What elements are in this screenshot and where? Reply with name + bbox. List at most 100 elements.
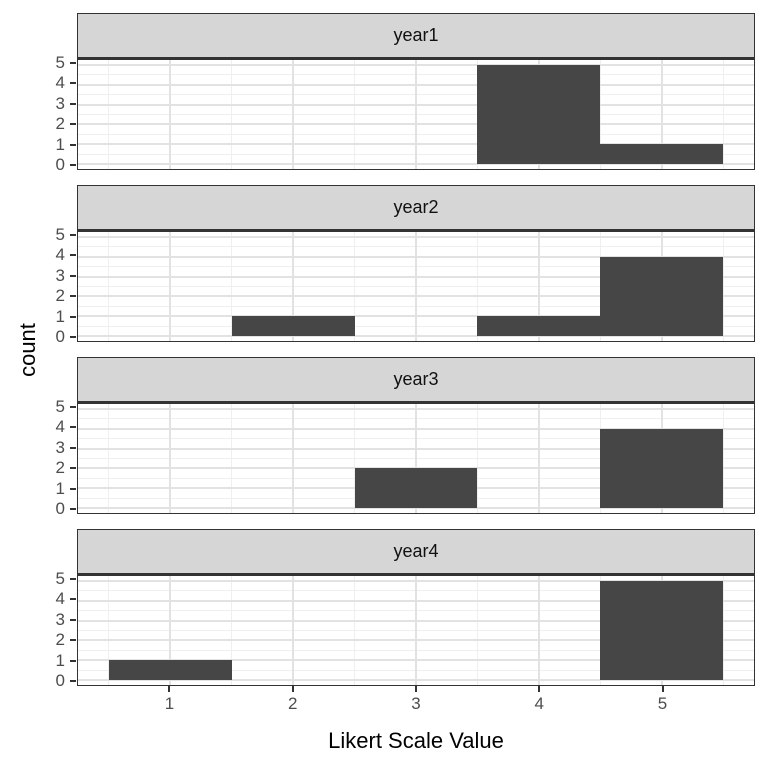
y-tick-label: 5 — [55, 53, 65, 73]
y-tick-label: 2 — [55, 630, 65, 650]
gridline-major-h — [78, 83, 754, 86]
y-tick-label: 2 — [55, 458, 65, 478]
y-tick-mark — [70, 639, 76, 642]
histogram-bar — [477, 316, 601, 337]
facet-column: year1 0 1 2 3 4 5 year2 0 1 2 3 4 5 year3 0 1 2 3 4 5 year4 0 1… — [56, 13, 755, 713]
facet-year4: year4 0 1 2 3 4 5 — [56, 529, 755, 690]
histogram-bar — [600, 428, 724, 509]
gridline-major-h — [78, 407, 754, 410]
gridline-major-h — [78, 295, 754, 298]
y-tick-mark — [70, 82, 76, 85]
y-tick-mark — [70, 426, 76, 429]
y-tick-label: 5 — [55, 225, 65, 245]
y-tick-mark — [70, 62, 76, 65]
y-tick-mark — [70, 295, 76, 298]
y-tick-mark — [70, 234, 76, 237]
facet-strip-label: year4 — [393, 541, 439, 561]
y-tick-label: 4 — [55, 589, 65, 609]
y-tick-mark — [70, 578, 76, 581]
facet-year1: year1 0 1 2 3 4 5 — [56, 13, 755, 174]
x-axis-title: Likert Scale Value — [328, 728, 504, 753]
y-tick-label: 2 — [55, 114, 65, 134]
gridline-major-v — [169, 404, 172, 513]
histogram-bar — [600, 580, 724, 681]
y-tick-label: 3 — [55, 609, 65, 629]
gridline-major-h — [78, 123, 754, 126]
x-tick-mark — [415, 686, 417, 692]
y-tick-label: 2 — [55, 286, 65, 306]
y-tick-mark — [70, 254, 76, 257]
gridline-major-h — [78, 507, 754, 510]
gridline-major-h — [78, 335, 754, 338]
y-tick-label: 4 — [55, 73, 65, 93]
y-tick-label: 1 — [55, 478, 65, 498]
histogram-bar — [477, 64, 601, 165]
gridline-major-v — [415, 576, 417, 685]
gridline-major-h — [78, 143, 754, 146]
gridline-major-v — [537, 576, 540, 685]
x-tick-label: 2 — [287, 694, 298, 713]
gridline-major-h — [78, 619, 754, 622]
y-tick-label: 0 — [55, 670, 65, 690]
y-tick-mark — [70, 102, 76, 105]
y-tick-label: 3 — [55, 93, 65, 113]
y-tick-mark — [70, 335, 76, 338]
facet-panel — [77, 402, 755, 514]
gridline-major-h — [78, 447, 754, 450]
gridline-major-v — [169, 576, 172, 685]
facet-panel — [77, 574, 755, 686]
histogram-bar — [108, 660, 232, 681]
facet-strip-label: year3 — [393, 369, 439, 389]
facet-strip: year1 — [77, 13, 755, 58]
y-tick-mark — [70, 315, 76, 318]
y-tick-mark — [70, 123, 76, 126]
histogram-bar — [600, 256, 724, 337]
gridline-major-h — [78, 599, 754, 602]
y-tick-mark — [70, 274, 76, 277]
gridline-major-h — [78, 255, 754, 258]
gridline-major-h — [78, 63, 754, 66]
y-tick-mark — [70, 467, 76, 470]
y-tick-mark — [70, 679, 76, 682]
gridline-major-v — [660, 60, 663, 169]
gridline-major-h — [78, 315, 754, 318]
y-tick-mark — [70, 598, 76, 601]
x-tick-label: 1 — [164, 694, 175, 713]
facet-strip-label: year2 — [393, 197, 439, 217]
y-tick-label: 0 — [55, 326, 65, 346]
y-tick-label: 4 — [55, 245, 65, 265]
y-tick-mark — [70, 143, 76, 146]
y-tick-mark — [70, 507, 76, 510]
facet-strip: year3 — [77, 357, 755, 402]
gridline-major-h — [78, 679, 754, 682]
gridline-major-h — [78, 639, 754, 642]
y-tick-mark — [70, 487, 76, 490]
gridline-major-v — [415, 404, 417, 513]
facet-strip: year2 — [77, 185, 755, 230]
histogram-bar — [600, 144, 724, 165]
y-tick-mark — [70, 618, 76, 621]
gridline-major-v — [292, 404, 295, 513]
gridline-major-h — [78, 103, 754, 106]
y-tick-mark — [70, 406, 76, 409]
facet-year2: year2 0 1 2 3 4 5 — [56, 185, 755, 346]
facet-strip: year4 — [77, 529, 755, 574]
x-tick-label: 3 — [411, 694, 421, 713]
y-tick-label: 1 — [55, 650, 65, 670]
y-tick-mark — [70, 163, 76, 166]
gridline-major-h — [78, 427, 754, 430]
y-tick-label: 5 — [55, 397, 65, 417]
gridline-major-h — [78, 275, 754, 278]
x-tick-mark — [661, 686, 664, 692]
y-tick-label: 5 — [55, 569, 65, 589]
x-tick-mark — [538, 686, 541, 692]
y-tick-label: 4 — [55, 417, 65, 437]
gridline-major-v — [415, 60, 417, 169]
y-tick-label: 3 — [55, 265, 65, 285]
y-tick-label: 0 — [55, 154, 65, 174]
x-tick-mark — [291, 686, 294, 692]
gridline-major-v — [415, 232, 417, 341]
y-tick-label: 3 — [55, 437, 65, 457]
histogram-bar — [354, 468, 478, 509]
